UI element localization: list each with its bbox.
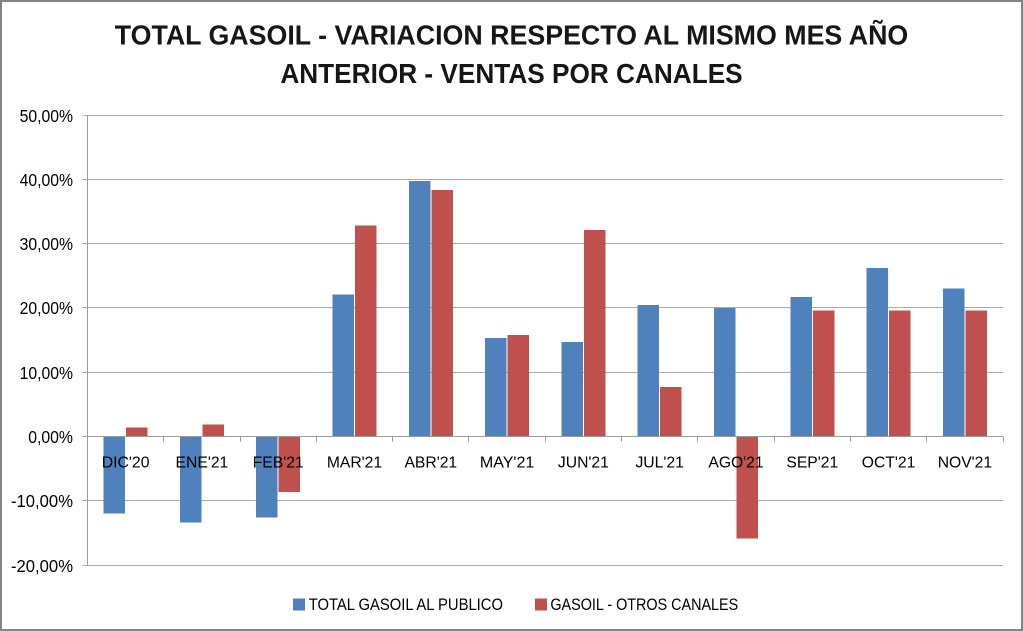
svg-text:GASOIL - OTROS CANALES: GASOIL - OTROS CANALES: [550, 595, 738, 614]
svg-text:TOTAL GASOIL AL PUBLICO: TOTAL GASOIL AL PUBLICO: [309, 595, 503, 614]
svg-text:SEP'21: SEP'21: [786, 454, 838, 471]
svg-text:0,00%: 0,00%: [28, 427, 73, 447]
svg-text:ENE'21: ENE'21: [176, 454, 229, 471]
svg-text:ABR'21: ABR'21: [404, 454, 457, 471]
svg-text:MAY'21: MAY'21: [480, 454, 534, 471]
svg-text:TOTAL GASOIL - VARIACION RESPE: TOTAL GASOIL - VARIACION RESPECTO AL MIS…: [115, 20, 909, 51]
svg-text:-10,00%: -10,00%: [11, 491, 73, 511]
svg-text:-20,00%: -20,00%: [11, 556, 73, 576]
svg-text:30,00%: 30,00%: [20, 234, 73, 254]
svg-text:FEB'21: FEB'21: [253, 454, 304, 471]
svg-text:JUL'21: JUL'21: [635, 454, 684, 471]
svg-text:JUN'21: JUN'21: [558, 454, 609, 471]
svg-text:OCT'21: OCT'21: [862, 454, 916, 471]
svg-text:40,00%: 40,00%: [20, 170, 73, 190]
svg-text:MAR'21: MAR'21: [327, 454, 382, 471]
svg-text:ANTERIOR - VENTAS POR CANALES: ANTERIOR - VENTAS POR CANALES: [280, 58, 742, 89]
svg-text:10,00%: 10,00%: [20, 363, 73, 383]
svg-text:DIC'20: DIC'20: [102, 454, 150, 471]
svg-text:50,00%: 50,00%: [20, 106, 73, 126]
svg-text:NOV'21: NOV'21: [938, 454, 992, 471]
svg-text:20,00%: 20,00%: [20, 298, 73, 318]
svg-text:AGO'21: AGO'21: [708, 454, 763, 471]
